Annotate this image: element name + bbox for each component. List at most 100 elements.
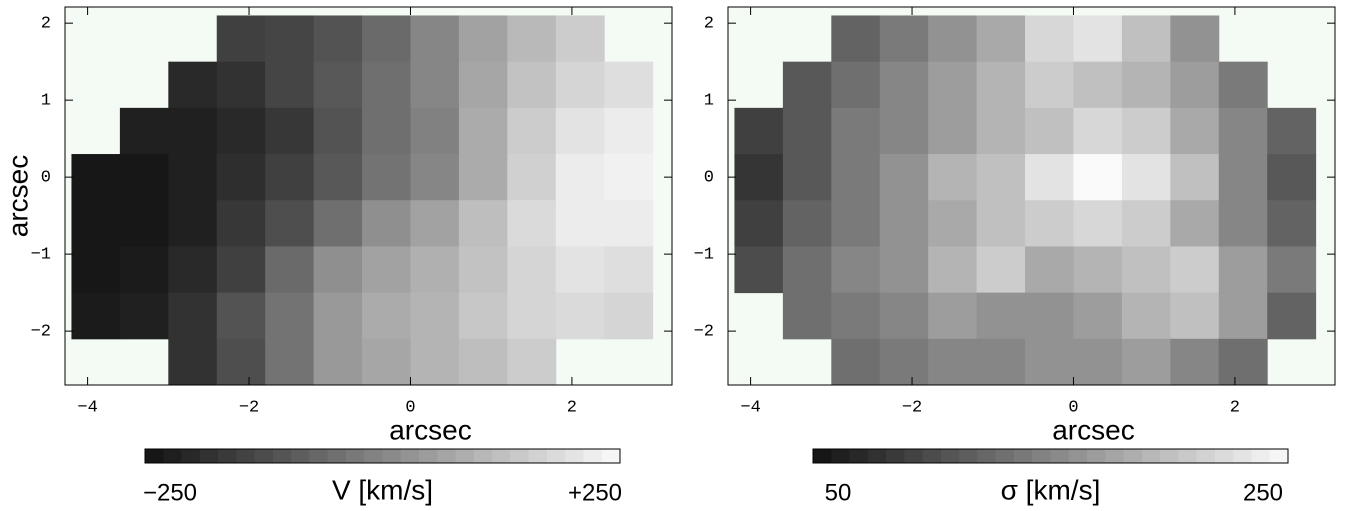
map-cell xyxy=(507,292,557,340)
colorbar-step xyxy=(291,449,310,463)
map-cell xyxy=(734,154,784,201)
map-cell xyxy=(458,107,508,155)
colorbar-step xyxy=(199,449,219,463)
colorbar-step xyxy=(1068,449,1088,463)
colorbar-step xyxy=(904,449,924,463)
colorbar-step xyxy=(236,449,256,463)
map-cell xyxy=(928,246,978,294)
map-cell xyxy=(1267,200,1317,247)
map-cell xyxy=(1121,107,1171,155)
colorbar-step xyxy=(1141,449,1161,463)
colorbar-step xyxy=(565,449,584,463)
map-cell xyxy=(458,246,508,294)
map-cell xyxy=(362,61,411,109)
map-cell xyxy=(313,292,363,340)
map-cell xyxy=(71,292,121,340)
map-cell xyxy=(1121,200,1171,247)
map-cell xyxy=(265,292,315,340)
map-cell xyxy=(1025,338,1074,386)
colorbar-step xyxy=(583,449,603,463)
map-cell xyxy=(604,154,654,201)
map-cell xyxy=(1218,292,1268,340)
map-cell xyxy=(410,61,460,109)
map-cell xyxy=(831,200,881,247)
colorbar-step xyxy=(382,449,402,463)
map-cell xyxy=(1170,154,1220,201)
map-cell xyxy=(313,154,363,201)
map-cell xyxy=(831,246,881,294)
map-cell xyxy=(879,15,929,63)
map-cell xyxy=(831,338,881,386)
colorbar-step xyxy=(1032,449,1051,463)
map-cell xyxy=(879,292,929,340)
map-cell xyxy=(1025,61,1074,109)
map-cell xyxy=(458,200,508,247)
map-cell xyxy=(168,154,218,201)
map-cell xyxy=(216,338,266,386)
map-cell xyxy=(782,61,832,109)
map-cell xyxy=(1218,246,1268,294)
colorbar-label: σ [km/s] xyxy=(1001,474,1101,505)
map-cell xyxy=(458,154,508,201)
map-cell xyxy=(928,200,978,247)
map-cell xyxy=(265,246,315,294)
map-cell xyxy=(265,15,315,63)
map-cell xyxy=(265,338,315,386)
map-cell xyxy=(71,154,121,201)
y-tick-label: −2 xyxy=(31,323,51,342)
map-cell xyxy=(1073,154,1123,201)
map-cell xyxy=(1218,61,1268,109)
map-cell xyxy=(313,61,363,109)
map-cell xyxy=(976,61,1026,109)
map-cell xyxy=(604,107,654,155)
map-cell xyxy=(71,246,121,294)
map-cell xyxy=(976,246,1026,294)
colorbar-step xyxy=(922,449,942,463)
map-cell xyxy=(458,15,508,63)
map-cell xyxy=(555,15,605,63)
map-cell xyxy=(507,246,557,294)
map-cell xyxy=(928,15,978,63)
colorbar-step xyxy=(1160,449,1179,463)
colorbar-frame xyxy=(144,448,621,464)
map-cell xyxy=(604,61,654,109)
colorbar-frame xyxy=(812,448,1289,464)
colorbar-step xyxy=(473,449,493,463)
map-cell xyxy=(362,246,411,294)
map-cell xyxy=(168,338,218,386)
map-cell xyxy=(734,200,784,247)
y-tick-label: 1 xyxy=(41,92,51,111)
map-cell xyxy=(1218,154,1268,201)
x-tick-label: −2 xyxy=(902,398,922,417)
map-cell xyxy=(879,200,929,247)
map-cell xyxy=(1073,246,1123,294)
colorbar-step xyxy=(867,449,887,463)
map-cell xyxy=(604,246,654,294)
colorbar-step xyxy=(163,449,183,463)
map-cell xyxy=(410,200,460,247)
colorbar-step xyxy=(546,449,566,463)
map-cell xyxy=(1170,15,1220,63)
colorbar-step xyxy=(181,449,201,463)
map-cell xyxy=(1218,200,1268,247)
colorbar-step xyxy=(1013,449,1033,463)
map-cell xyxy=(313,200,363,247)
map-cell xyxy=(1025,154,1074,201)
map-cell xyxy=(265,200,315,247)
colorbar-step xyxy=(995,449,1015,463)
x-tick-label: 2 xyxy=(567,398,577,417)
map-cell xyxy=(879,61,929,109)
map-cell xyxy=(410,292,460,340)
map-cell xyxy=(1170,107,1220,155)
map-cell xyxy=(1267,246,1317,294)
map-cell xyxy=(1121,292,1171,340)
y-tick-label: −2 xyxy=(694,323,714,342)
map-cell xyxy=(265,107,315,155)
map-cell xyxy=(1170,338,1220,386)
y-tick-label: −1 xyxy=(31,246,51,265)
map-cell xyxy=(831,154,881,201)
map-cell xyxy=(555,246,605,294)
map-cell xyxy=(976,338,1026,386)
map-cell xyxy=(555,292,605,340)
map-cell xyxy=(1267,154,1317,201)
